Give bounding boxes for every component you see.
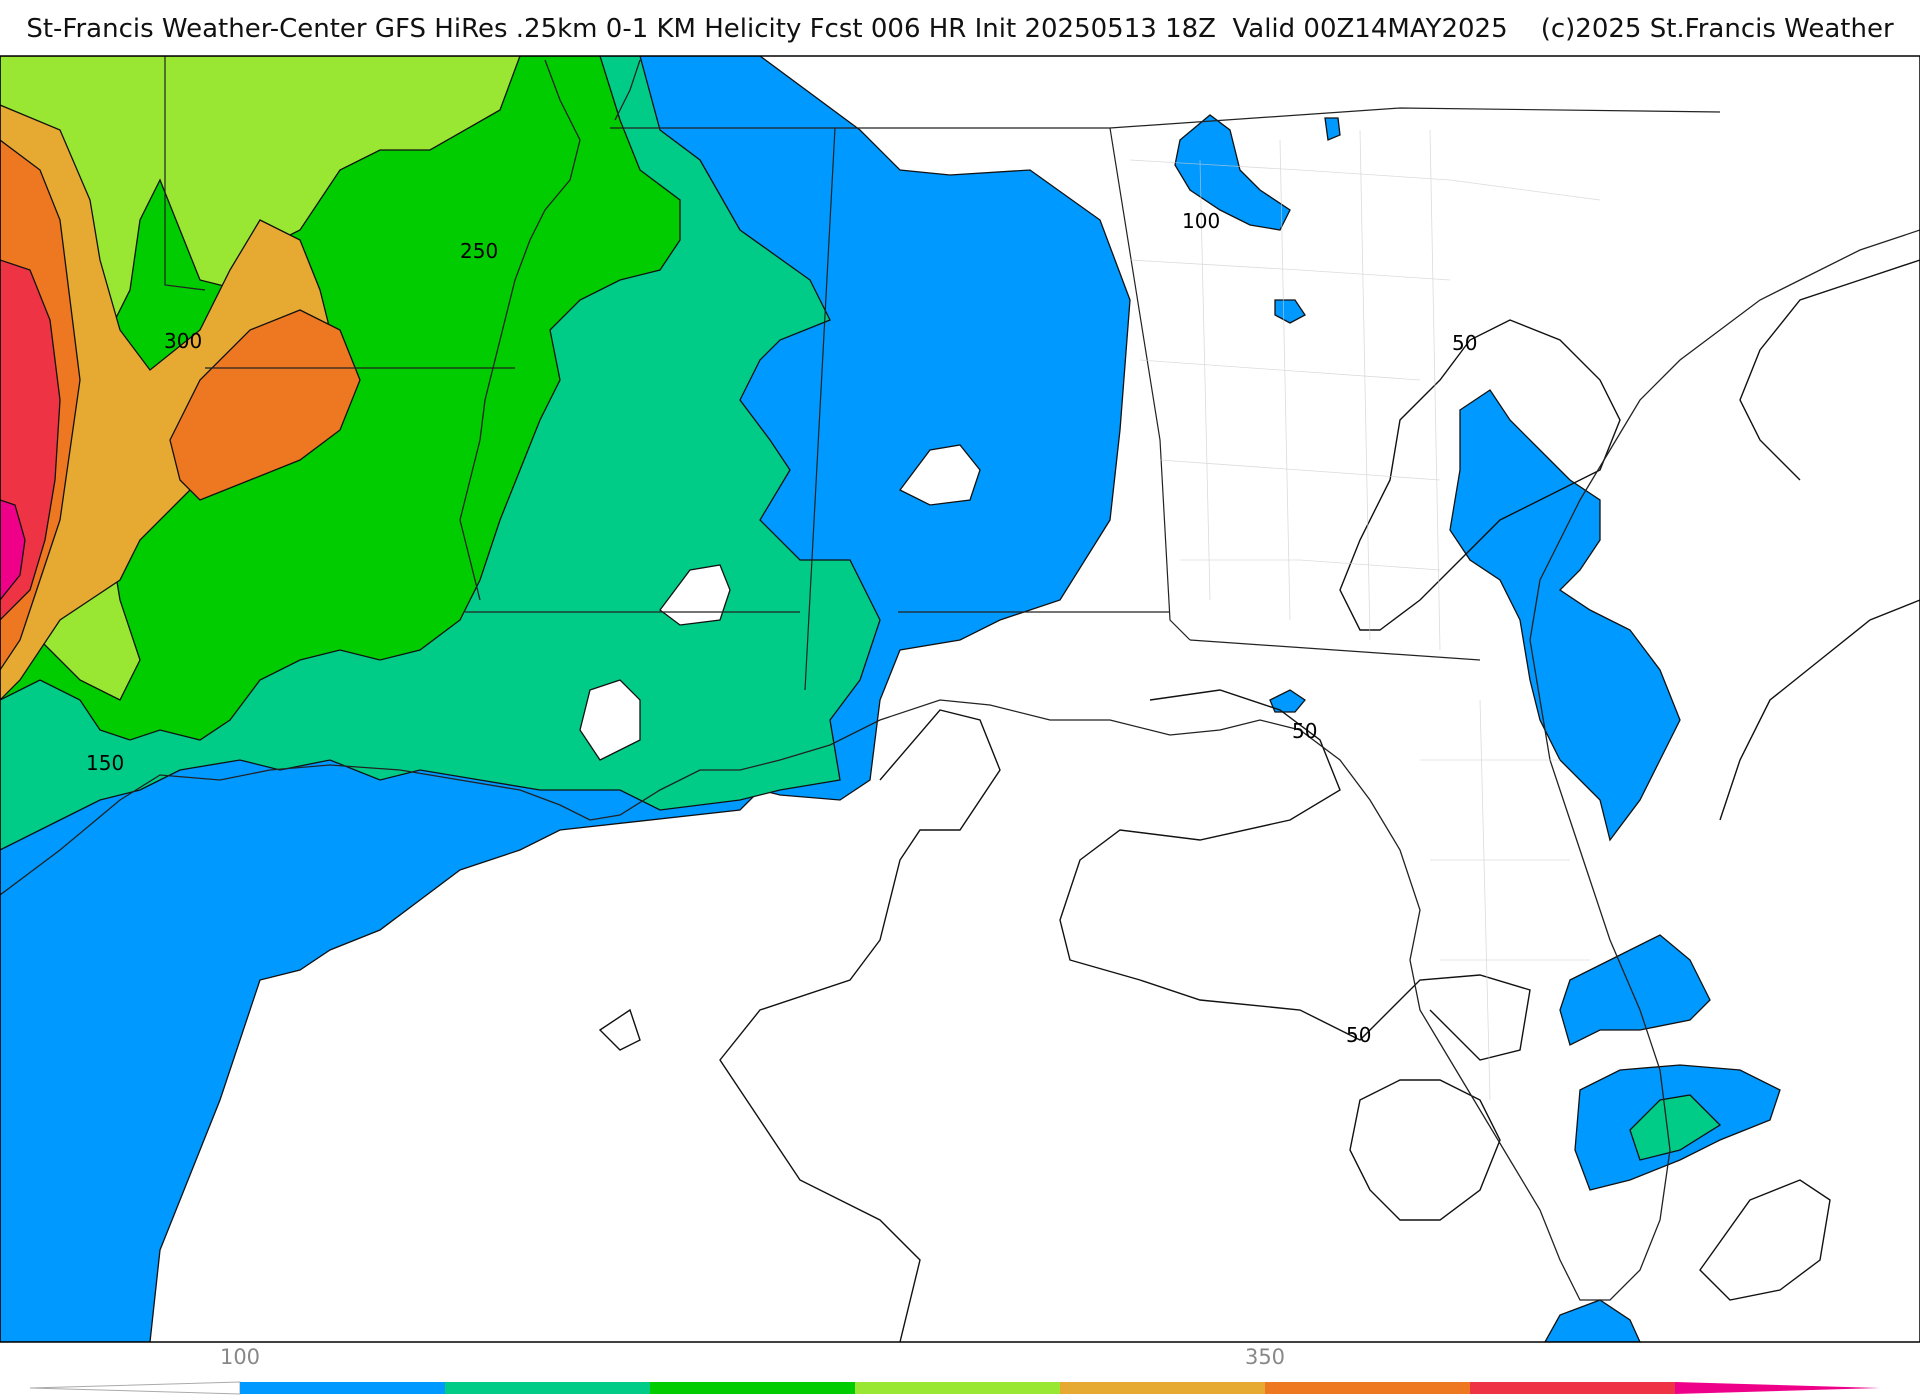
contour-label: 50	[1452, 331, 1477, 355]
low-helicity-hole	[659, 564, 731, 626]
helicity-50-contour	[1349, 1079, 1501, 1221]
colorbar-tick-label: 350	[1244, 1345, 1286, 1369]
helicity-50-contour	[1339, 319, 1621, 631]
helicity-100-150-area	[1324, 117, 1341, 141]
low-helicity-hole	[579, 679, 641, 761]
colorbar-swatch	[445, 1382, 650, 1394]
low-helicity-hole	[899, 444, 981, 506]
helicity-50-contour	[1699, 1179, 1831, 1301]
colorbar-high-arrow	[1675, 1382, 1880, 1394]
contour-label: 150	[86, 751, 124, 775]
helicity-100-150-area	[1174, 114, 1291, 231]
helicity-100-150-area	[1269, 689, 1306, 713]
helicity-50-contour	[598, 1008, 641, 1051]
helicity-50-contour	[719, 709, 1001, 1342]
state-borders	[164, 56, 1721, 691]
helicity-50-contour	[1719, 599, 1920, 821]
map-title: St-Francis Weather-Center GFS HiRes .25k…	[26, 14, 1894, 44]
helicity-350-400-area-inner	[169, 309, 361, 501]
contour-label: 250	[460, 239, 498, 263]
contour-label: 300	[164, 329, 202, 353]
colorbar-swatch	[1265, 1382, 1470, 1394]
helicity-50-contour	[1059, 689, 1531, 1061]
helicity-100-150-area	[1449, 389, 1681, 842]
helicity-100-150-area	[1559, 934, 1711, 1046]
contour-label: 50	[1292, 719, 1317, 743]
helicity-450-plus-area	[0, 499, 26, 602]
contour-label: 50	[1346, 1023, 1371, 1047]
helicity-150-200-area	[1629, 1094, 1722, 1161]
map-frame	[0, 55, 1920, 1343]
helicity-250-300-area	[0, 56, 521, 701]
colorbar-swatch	[650, 1382, 855, 1394]
colorbar-swatch	[1060, 1382, 1265, 1394]
contour-label: 100	[1182, 209, 1220, 233]
colorbar-swatch	[855, 1382, 1060, 1394]
county-lines	[1129, 129, 1601, 1101]
colorbar-swatch	[240, 1382, 445, 1394]
colorbar-low-arrow	[29, 1381, 241, 1395]
helicity-100-150-area	[1274, 299, 1306, 324]
colorbar-swatch	[1470, 1382, 1675, 1394]
helicity-100-150-area	[1544, 1299, 1641, 1342]
helicity-50-contour	[1739, 259, 1920, 481]
coastline	[0, 59, 1920, 1301]
colorbar	[29, 1381, 1880, 1395]
colorbar-tick-label: 100	[219, 1345, 261, 1369]
